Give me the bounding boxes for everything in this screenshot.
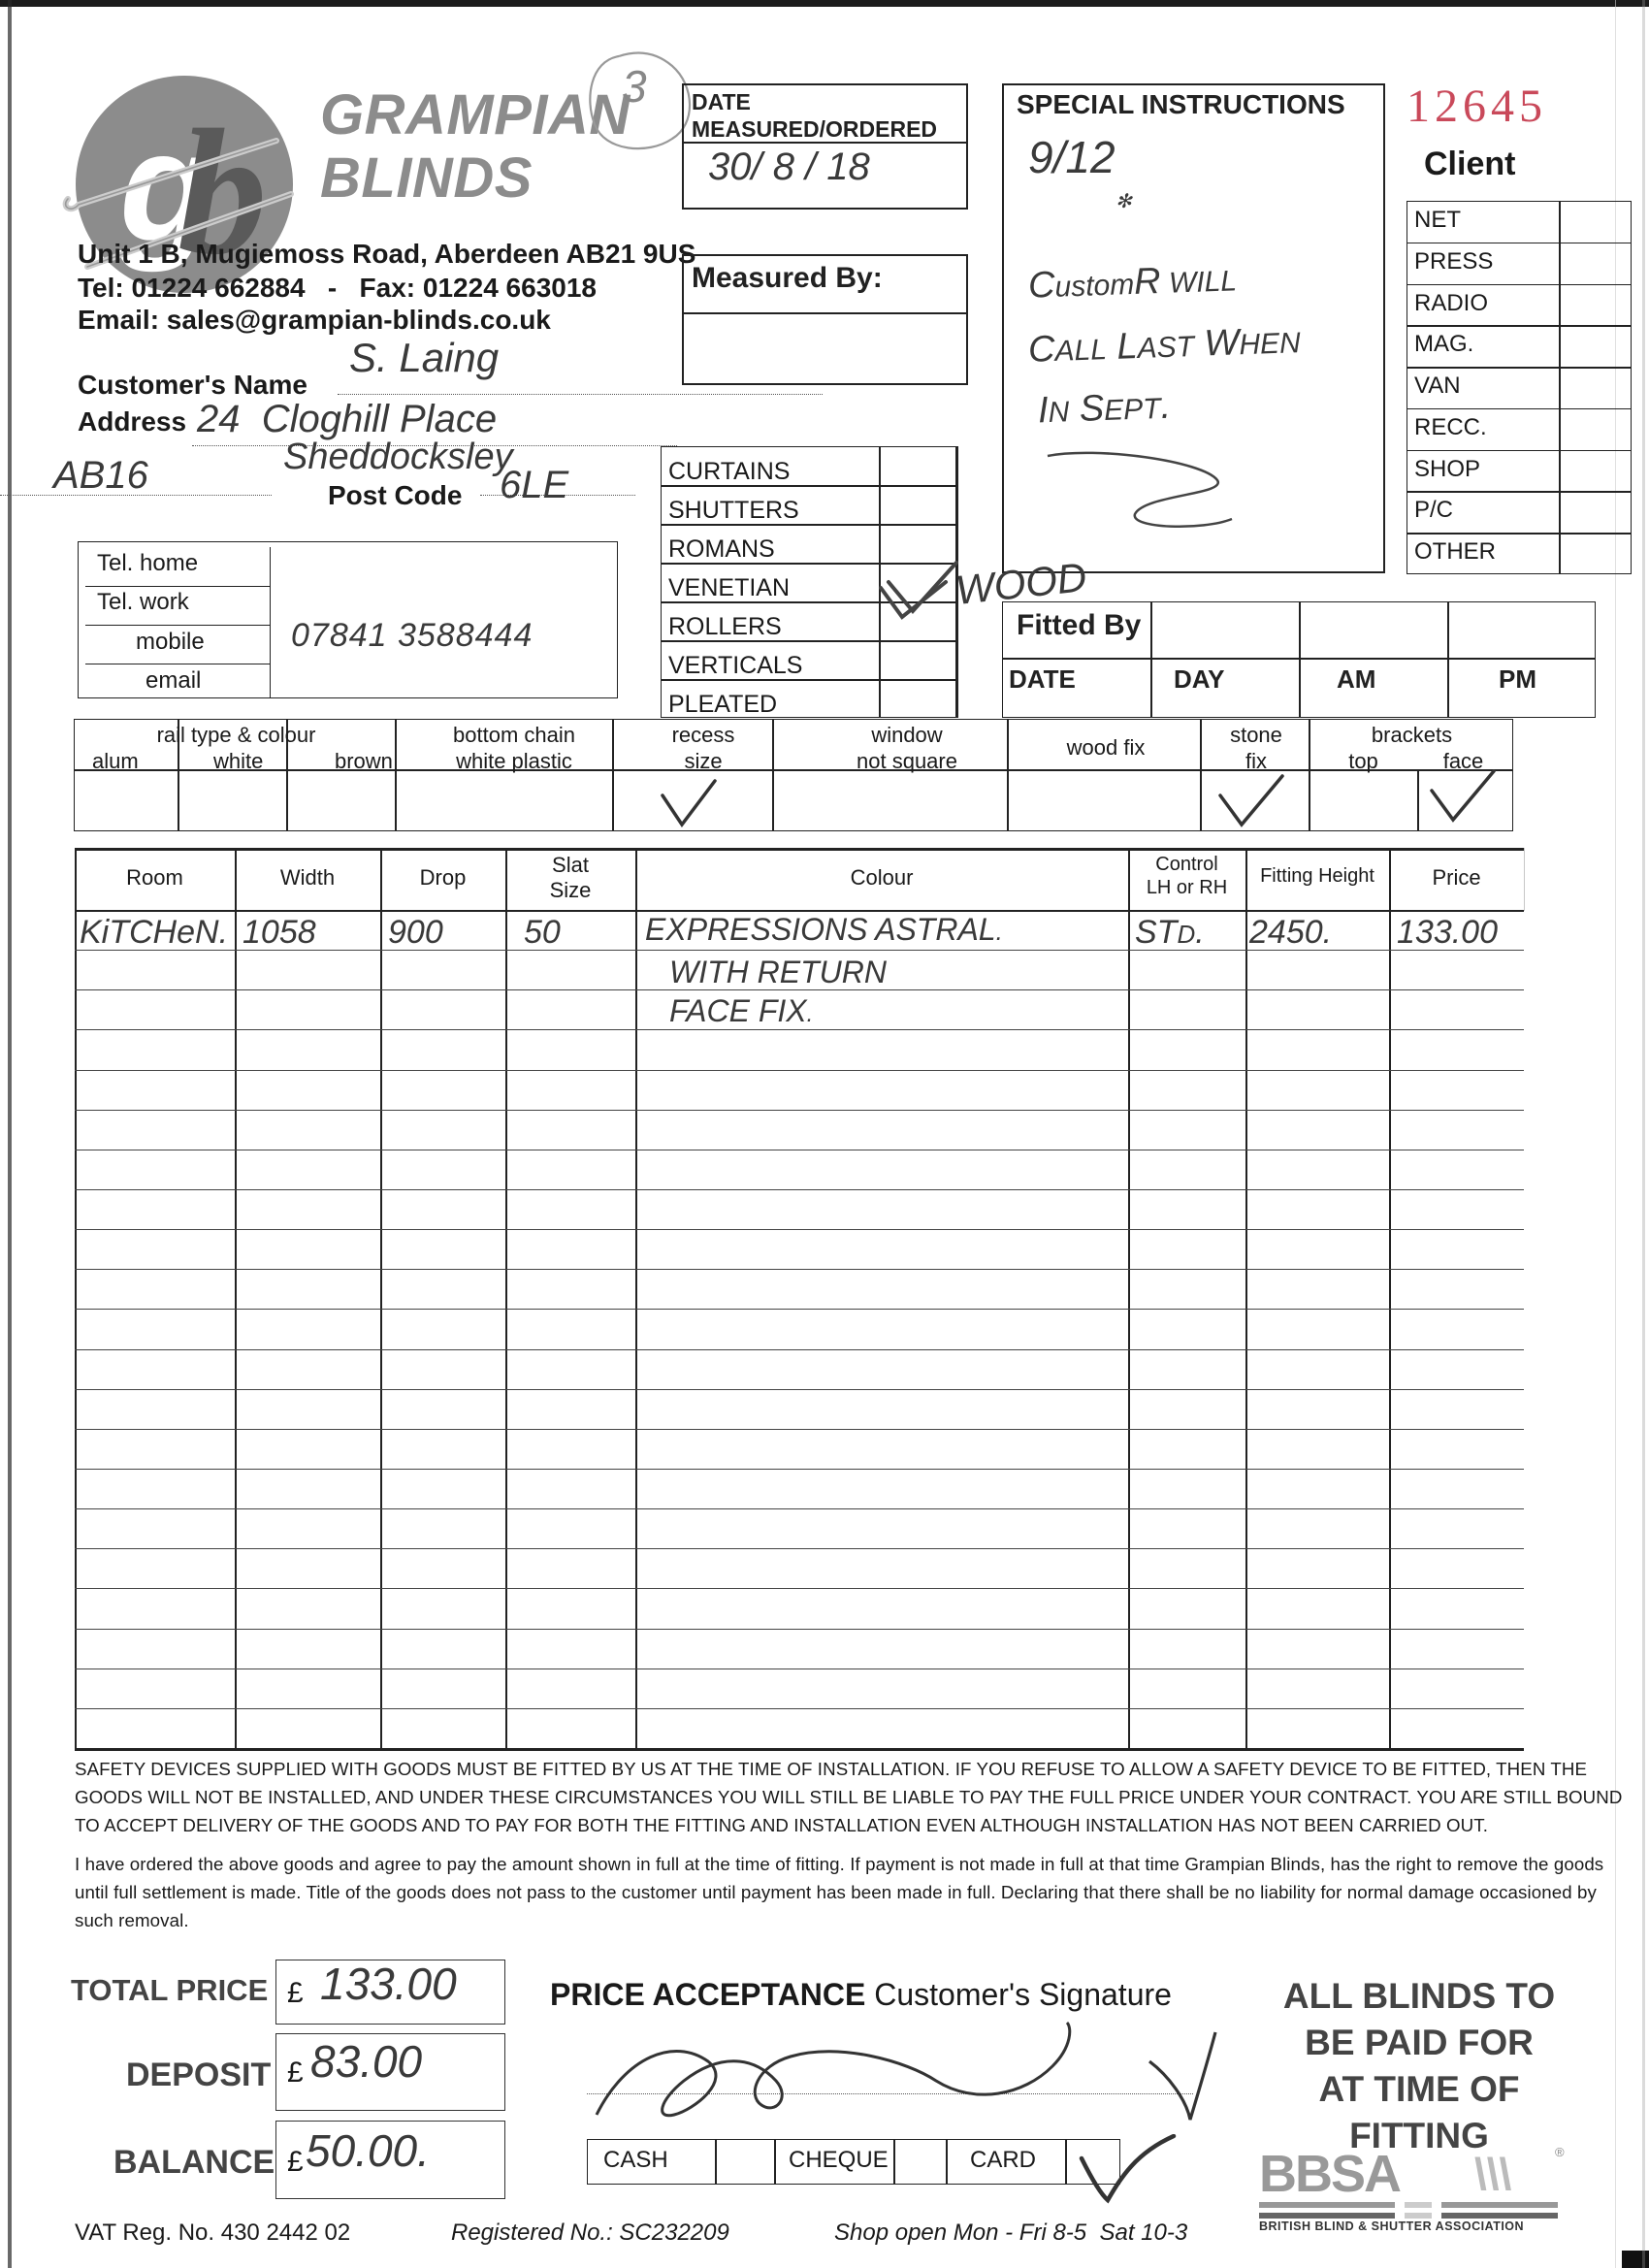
svg-text:BBSA: BBSA: [1259, 2145, 1401, 2203]
svg-text:BRITISH BLIND & SHUTTER ASSOCI: BRITISH BLIND & SHUTTER ASSOCIATION: [1259, 2219, 1524, 2233]
svg-text:\\\: \\\: [1474, 2149, 1512, 2199]
svg-text:®: ®: [1555, 2145, 1565, 2159]
